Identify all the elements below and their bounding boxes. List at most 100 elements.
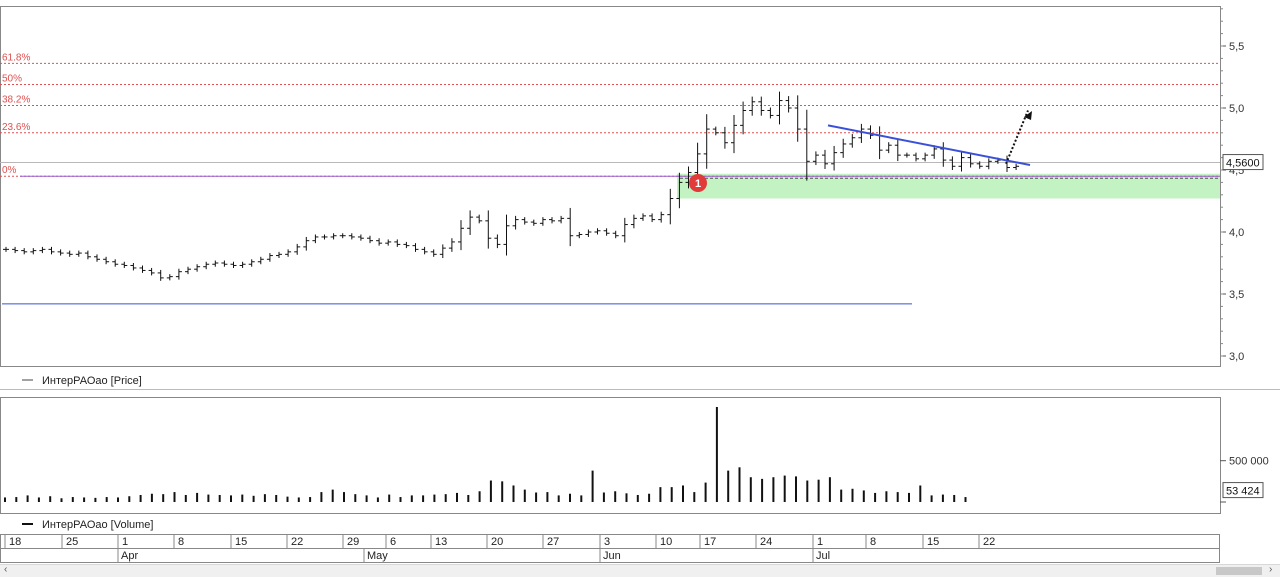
price-bar (785, 96, 792, 113)
price-bar (103, 256, 110, 265)
price-bar (712, 126, 719, 136)
time-day-label: 6 (390, 536, 396, 548)
price-bar (3, 246, 9, 252)
price-bar (640, 213, 646, 221)
price-bar (931, 145, 938, 159)
fib-label: 61.8% (2, 52, 30, 63)
price-bar (403, 241, 410, 249)
time-day-label: 15 (235, 536, 247, 548)
time-day-label: 15 (927, 536, 939, 548)
price-bar (339, 233, 346, 239)
scroll-left-icon[interactable]: ‹ (4, 564, 8, 575)
time-day-label: 25 (66, 536, 78, 548)
price-bar (858, 123, 865, 143)
price-bar (603, 228, 610, 236)
price-bar (476, 214, 483, 224)
time-day-label: 27 (547, 536, 559, 548)
time-day-label: 8 (178, 536, 184, 548)
price-bar (512, 215, 519, 230)
price-bar (185, 266, 191, 275)
price-bar (39, 246, 46, 254)
price-bar (376, 238, 383, 246)
price-bar (812, 151, 819, 166)
price-bar (439, 244, 446, 259)
price-bar (658, 211, 665, 223)
price-bar (649, 213, 656, 223)
arrow-head-icon (1024, 111, 1032, 120)
price-bar (203, 261, 210, 270)
fib-label: 50% (2, 73, 22, 84)
price-bar (458, 220, 464, 251)
price-bar (1013, 163, 1020, 170)
price-bar (21, 248, 28, 255)
price-bar (257, 256, 264, 265)
price-bar (94, 254, 100, 262)
scroll-right-icon[interactable]: › (1269, 564, 1273, 575)
price-bar (767, 107, 774, 119)
time-day-label: 18 (9, 536, 21, 548)
price-bar (312, 234, 319, 244)
price-bar (731, 114, 737, 154)
fib-label: 0% (2, 165, 17, 176)
price-bar (430, 249, 437, 257)
last-volume-box (1222, 482, 1264, 499)
price-bar (84, 250, 91, 260)
support-zone (677, 173, 1220, 199)
time-day-label: 3 (604, 536, 610, 548)
price-bar (139, 265, 146, 273)
price-bar (321, 234, 328, 240)
price-bar (330, 233, 337, 240)
time-day-label: 22 (983, 536, 995, 548)
price-bar (894, 139, 901, 162)
price-bar (685, 166, 692, 189)
price-bar (822, 149, 828, 170)
price-bar (903, 152, 910, 158)
price-bar (976, 161, 983, 169)
time-day-label: 29 (347, 536, 359, 548)
price-bar (239, 261, 246, 268)
price-bar (849, 134, 856, 148)
price-bar (530, 219, 537, 226)
price-tick-label: 3,0 (1229, 351, 1244, 363)
price-bar (794, 95, 801, 142)
volume-tick-label: 500 000 (1229, 456, 1269, 468)
price-bar (276, 251, 282, 259)
time-month-label: Jun (603, 550, 621, 562)
scroll-thumb[interactable] (1216, 567, 1262, 575)
price-bar (130, 263, 137, 271)
price-bar (558, 215, 565, 224)
time-day-label: 8 (870, 536, 876, 548)
price-bar (612, 230, 619, 239)
last-price-box (1222, 154, 1264, 171)
breakout-arrow (1005, 110, 1029, 165)
price-bar (248, 259, 255, 267)
fib-label: 38.2% (2, 95, 30, 106)
price-bar (721, 126, 728, 149)
price-bar (303, 236, 310, 251)
price-bar (157, 269, 164, 281)
price-bar (12, 246, 19, 254)
price-bar (66, 250, 73, 257)
price-bar (576, 232, 583, 239)
time-day-label: 13 (435, 536, 447, 548)
fib-label: 23.6% (2, 122, 30, 133)
time-month-label: May (367, 550, 388, 562)
annotation-marker[interactable]: 1 (689, 174, 707, 192)
price-bar (549, 217, 555, 224)
price-bar (503, 214, 510, 256)
price-bar (467, 210, 474, 235)
time-day-label: 1 (817, 536, 823, 548)
time-month-label: Apr (121, 550, 138, 562)
price-bar (749, 96, 756, 116)
price-bar (776, 91, 783, 125)
price-bar (630, 214, 637, 229)
price-legend-label: ИнтерРАОао [Price] (42, 375, 142, 387)
price-bar (740, 101, 747, 135)
descending-trendline (827, 124, 1031, 167)
price-bar (57, 249, 64, 256)
horizontal-scrollbar[interactable]: ‹ › (0, 564, 1280, 577)
price-bar (412, 243, 419, 252)
price-bar (212, 260, 219, 267)
price-bar (175, 268, 182, 280)
